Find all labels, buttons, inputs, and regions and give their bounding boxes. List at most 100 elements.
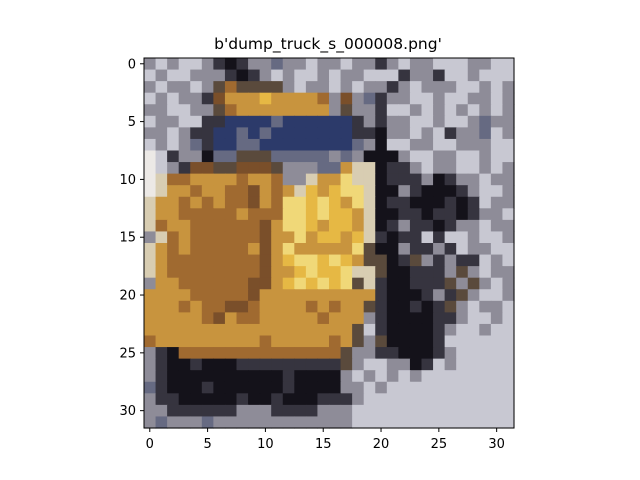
pixel-cell [502,266,515,279]
pixel-cell [363,277,376,290]
pixel-cell [224,404,238,418]
pixel-cell [190,69,203,82]
pixel-cell [352,347,365,360]
x-tick-label: 15 [315,437,332,452]
pixel-cell [490,254,504,267]
pixel-cell [271,404,284,418]
y-tick-label: 15 [119,231,136,246]
pixel-cell [340,138,353,152]
pixel-cell [167,404,180,418]
pixel-cell [375,58,388,71]
pixel-cell [259,370,272,383]
pixel-cell [259,323,272,337]
pixel-cell [155,208,168,221]
pixel-cell [502,162,515,175]
pixel-cell [375,323,388,337]
pixel-cell [421,393,434,406]
pixel-cell [282,300,295,313]
pixel-cell [294,254,307,267]
pixel-cell [363,393,376,406]
pixel-cell [144,115,157,128]
pixel-cell [305,358,319,371]
pixel-cell [375,92,388,105]
y-tick-label: 25 [119,346,136,361]
pixel-cell [155,416,168,429]
pixel-cell [248,335,261,348]
pixel-cell [490,162,504,175]
pixel-cell [305,312,319,325]
pixel-cell [329,416,342,429]
pixel-cell [190,381,203,394]
pixel-cell [409,150,423,163]
pixel-cell [386,58,399,71]
pixel-cell [248,277,261,290]
pixel-cell [502,115,515,128]
pixel-cell [433,127,446,140]
pixel-cell [398,196,411,209]
pixel-cell [375,115,388,128]
pixel-cell [490,358,504,371]
pixel-cell [352,219,365,233]
pixel-cell [167,381,180,394]
pixel-cell [190,173,203,186]
pixel-cell [467,323,480,337]
pixel-cell [294,381,307,394]
pixel-cell [444,173,457,186]
pixel-cell [340,92,353,105]
pixel-cell [363,358,376,371]
pixel-cell [305,69,319,82]
pixel-cell [421,162,434,175]
pixel-cell [502,231,515,244]
pixel-cell [236,254,249,267]
pixel-cell [294,243,307,256]
pixel-cell [352,127,365,140]
pixel-cell [305,162,319,175]
pixel-cell [467,231,480,244]
pixel-cell [409,196,423,209]
pixel-cell [248,150,261,163]
pixel-cell [213,115,226,128]
pixel-cell [340,393,353,406]
pixel-cell [201,347,214,360]
pixel-cell [201,289,214,302]
pixel-cell [248,300,261,313]
pixel-cell [456,312,469,325]
pixel-cell [259,173,272,186]
pixel-cell [259,393,272,406]
pixel-cell [271,185,284,198]
pixel-cell [340,58,353,71]
pixel-cell [259,127,272,140]
pixel-cell [375,312,388,325]
pixel-cell [479,393,492,406]
pixel-cell [167,58,180,71]
pixel-cell [155,104,168,117]
pixel-cell [167,347,180,360]
pixel-cell [144,370,157,383]
pixel-cell [409,127,423,140]
pixel-cell [259,358,272,371]
pixel-cell [375,416,388,429]
pixel-cell [479,231,492,244]
pixel-cell [213,243,226,256]
pixel-cell [398,185,411,198]
pixel-cell [502,289,515,302]
pixel-cell [340,127,353,140]
pixel-cell [236,416,249,429]
pixel-cell [329,243,342,256]
pixel-cell [236,219,249,233]
pixel-cell [398,393,411,406]
pixel-cell [479,358,492,371]
pixel-cell [271,196,284,209]
pixel-cell [305,173,319,186]
pixel-cell [386,254,399,267]
pixel-cell [224,358,238,371]
pixel-cell [363,69,376,82]
pixel-cell [409,185,423,198]
pixel-cell [305,300,319,313]
pixel-cell [167,254,180,267]
pixel-cell [201,277,214,290]
pixel-cell [479,69,492,82]
pixel-cell [190,150,203,163]
pixel-cell [213,381,226,394]
pixel-cell [444,81,457,94]
